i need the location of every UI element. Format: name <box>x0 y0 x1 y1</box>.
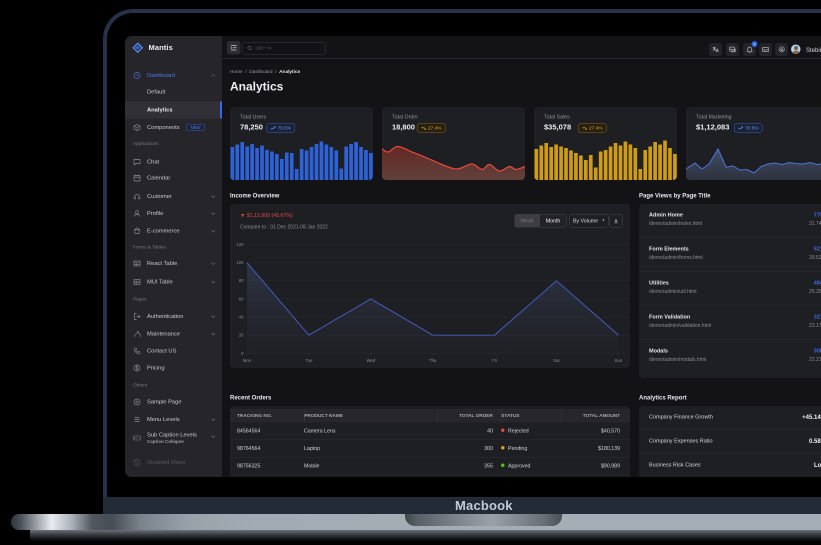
svg-text:Sun: Sun <box>615 358 623 363</box>
svg-text:Mon: Mon <box>243 358 252 363</box>
svg-text:120: 120 <box>236 242 244 247</box>
svg-text:Tue: Tue <box>305 358 313 363</box>
svg-text:0: 0 <box>241 351 244 356</box>
svg-text:40: 40 <box>239 315 244 320</box>
svg-text:Thu: Thu <box>429 358 437 363</box>
svg-text:Fri: Fri <box>492 358 497 363</box>
svg-text:Sat: Sat <box>553 358 560 363</box>
svg-text:80: 80 <box>239 278 244 283</box>
svg-text:100: 100 <box>236 260 244 265</box>
svg-text:20: 20 <box>239 333 244 338</box>
svg-text:Wed: Wed <box>366 358 375 363</box>
svg-text:60: 60 <box>239 296 244 301</box>
